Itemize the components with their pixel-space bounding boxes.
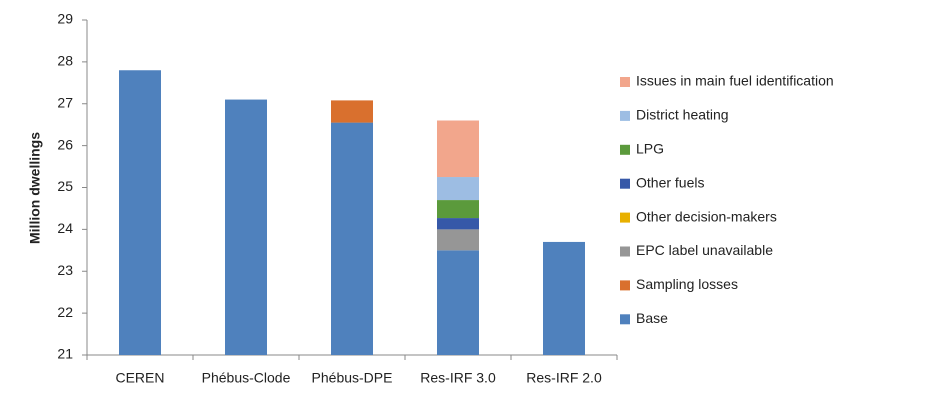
- legend-label: Sampling losses: [636, 276, 738, 292]
- x-tick-label: Res-IRF 3.0: [420, 370, 496, 386]
- y-tick-label: 28: [57, 53, 73, 69]
- bar-segment: [437, 229, 479, 251]
- bar-segment: [437, 200, 479, 219]
- legend-swatch: [620, 280, 630, 291]
- legend-swatch: [620, 314, 630, 325]
- bar-segment: [225, 99, 267, 355]
- legend-label: EPC label unavailable: [636, 242, 773, 258]
- legend-label: LPG: [636, 141, 664, 157]
- legend-label: Base: [636, 310, 668, 326]
- bar-segment: [331, 100, 373, 123]
- x-tick-label: CEREN: [115, 370, 164, 386]
- bar-segment: [543, 241, 585, 355]
- x-tick-label: Res-IRF 2.0: [526, 370, 602, 386]
- x-tick-label: Phébus-DPE: [312, 370, 393, 386]
- y-tick-label: 29: [57, 11, 73, 27]
- legend-swatch: [620, 212, 630, 223]
- y-tick-label: 24: [57, 220, 73, 236]
- x-tick-label: Phébus-Clode: [202, 370, 291, 386]
- legend-swatch: [620, 110, 630, 121]
- legend-label: Other decision-makers: [636, 208, 777, 224]
- bar-segment: [437, 218, 479, 230]
- bar-segment: [119, 70, 161, 355]
- y-tick-label: 23: [57, 262, 73, 278]
- bar-segment: [437, 120, 479, 178]
- bar-segment: [437, 177, 479, 201]
- legend-swatch: [620, 144, 630, 155]
- y-tick-label: 26: [57, 136, 73, 152]
- legend-label: Issues in main fuel identification: [636, 73, 834, 89]
- y-tick-label: 22: [57, 304, 73, 320]
- y-tick-label: 21: [57, 346, 73, 362]
- legend-swatch: [620, 178, 630, 189]
- y-tick-label: 27: [57, 94, 73, 110]
- bar-segment: [437, 250, 479, 355]
- legend-swatch: [620, 246, 630, 257]
- legend-label: Other fuels: [636, 174, 704, 190]
- legend-swatch: [620, 77, 630, 87]
- legend-label: District heating: [636, 107, 729, 123]
- y-tick-label: 25: [57, 178, 73, 194]
- y-axis-label: Million dwellings: [27, 132, 43, 244]
- bar-segment: [331, 122, 373, 355]
